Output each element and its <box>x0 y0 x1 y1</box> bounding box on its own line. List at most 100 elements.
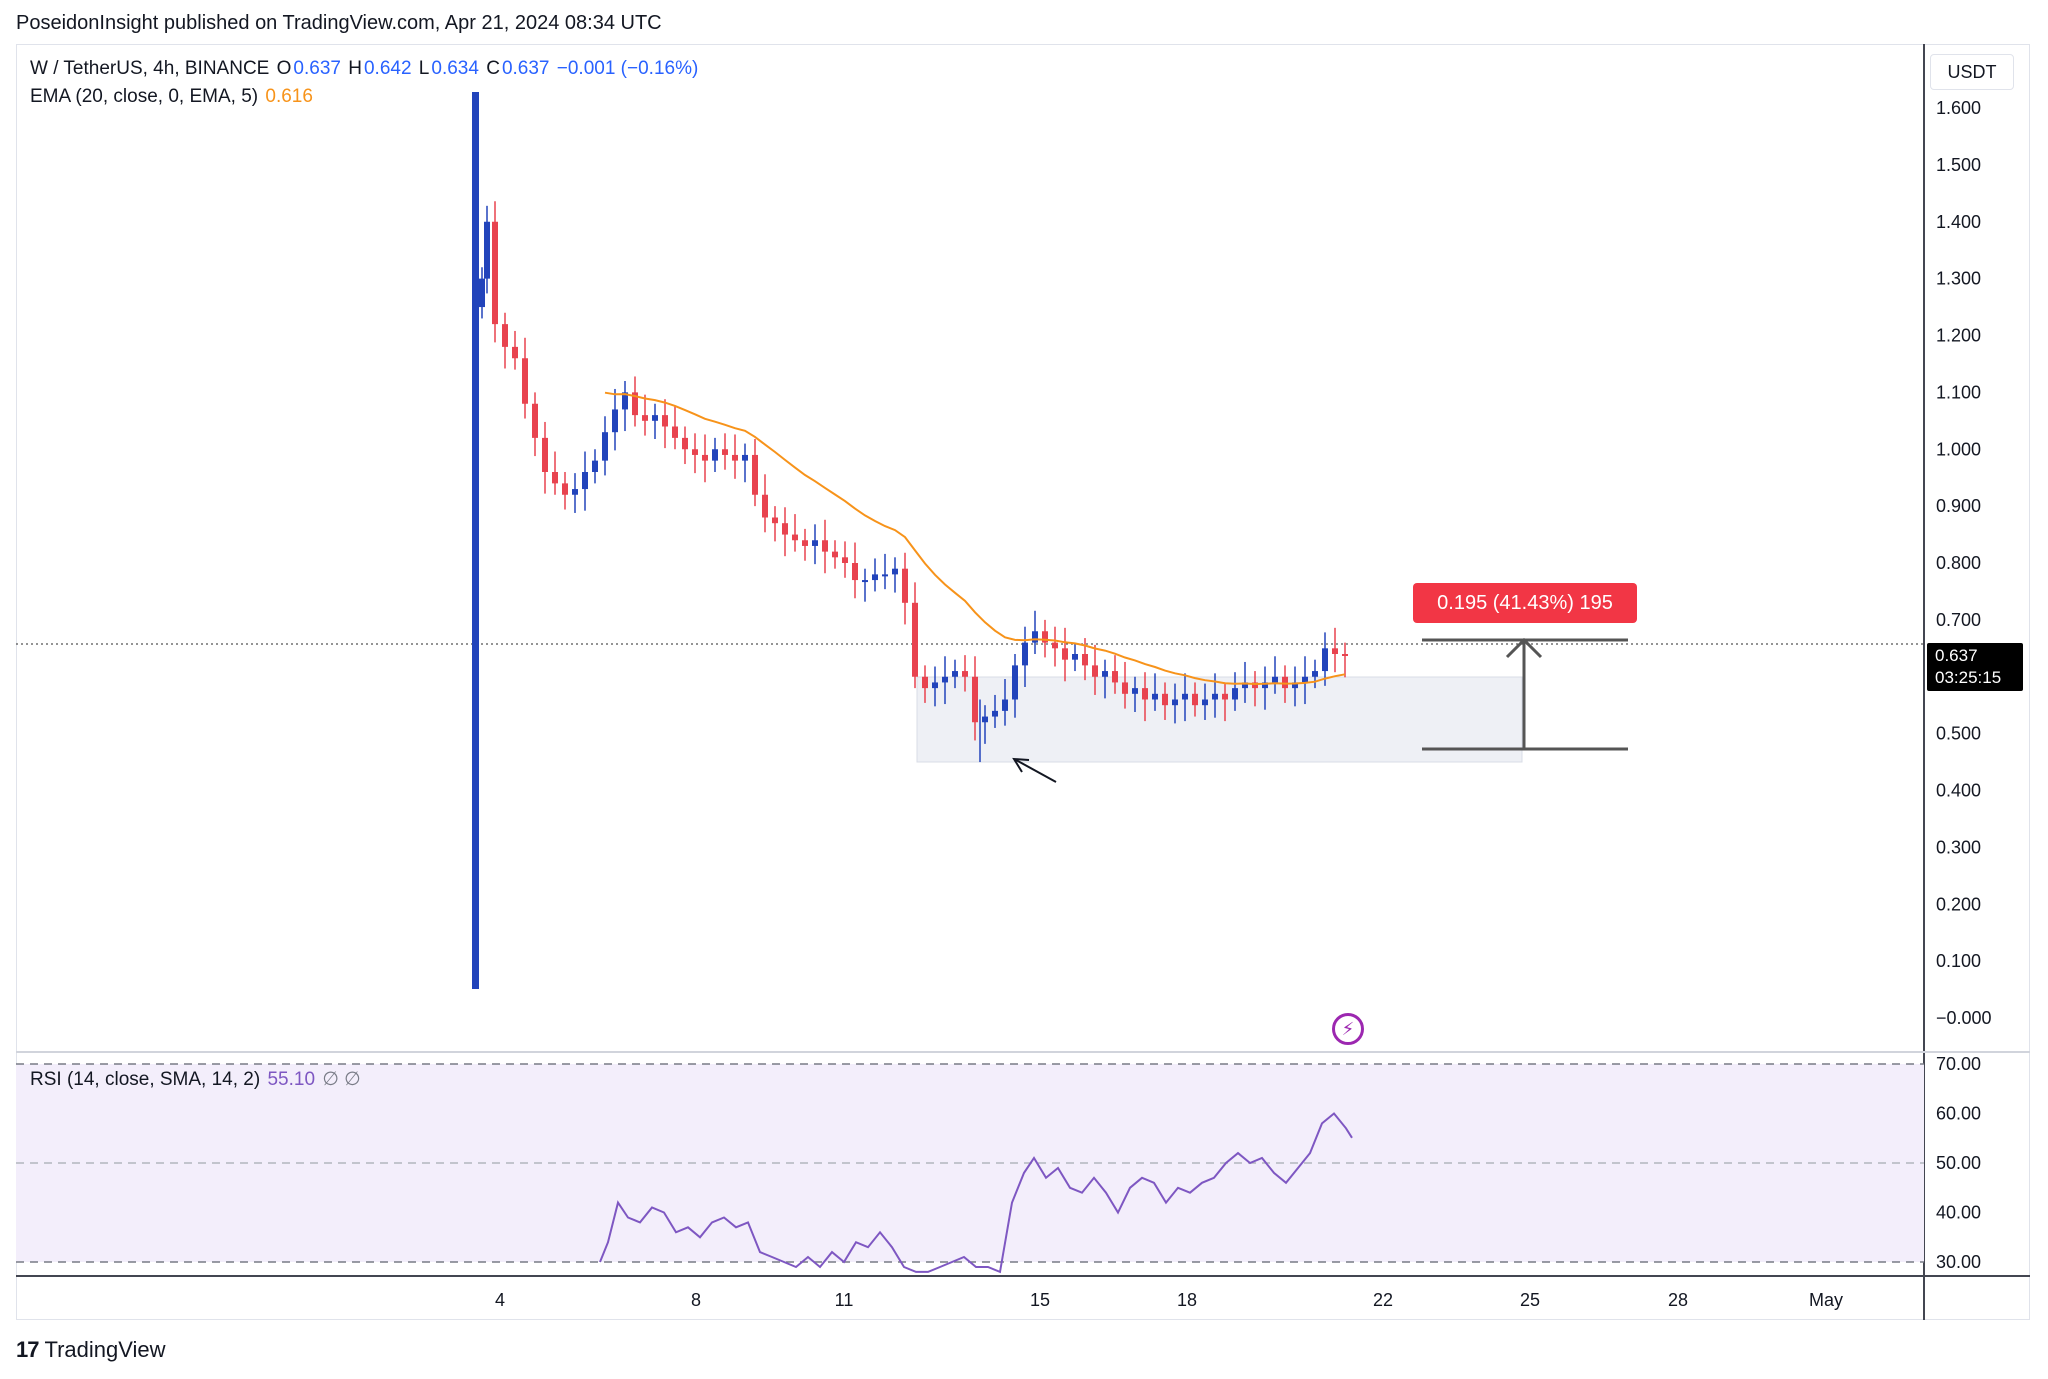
high-value: 0.642 <box>363 58 412 79</box>
candle-body <box>1032 631 1038 643</box>
price-tick-label: 1.400 <box>1936 212 1981 232</box>
rsi-extra: ∅ ∅ <box>322 1069 361 1090</box>
time-tick-label: 22 <box>1373 1290 1393 1310</box>
candle-body <box>892 568 898 575</box>
candle-body <box>1322 648 1328 672</box>
price-tick-label: −0.000 <box>1936 1008 1992 1028</box>
candle-body <box>479 278 485 308</box>
price-tick-label: 0.200 <box>1936 894 1981 914</box>
publisher-line: PoseidonInsight published on TradingView… <box>16 12 662 34</box>
candle-body <box>1082 654 1088 666</box>
candle-body <box>1242 682 1248 689</box>
high-label: H <box>348 58 362 79</box>
candle-body <box>942 676 948 683</box>
candle-body <box>592 460 598 472</box>
measure-label[interactable]: 0.195 (41.43%) 195 <box>1413 583 1637 623</box>
rsi-tick-label: 30.00 <box>1936 1252 1981 1272</box>
candle-body <box>842 557 848 563</box>
price-axis: 1.600 1.500 1.400 1.300 1.200 1.100 1.000 0.900… <box>1936 98 1992 1028</box>
candle-body <box>902 568 908 603</box>
ema-label: EMA (20, close, 0, EMA, 5) <box>30 86 259 107</box>
candle-body <box>1042 631 1048 643</box>
price-tick-label: 0.700 <box>1936 610 1981 630</box>
price-tick-label: 0.800 <box>1936 553 1981 573</box>
low-label: L <box>418 58 430 79</box>
price-tick-label: 1.200 <box>1936 326 1981 346</box>
symbol-title[interactable]: W / TetherUS, 4h, BINANCE <box>30 58 270 79</box>
candle-body <box>1182 693 1188 700</box>
low-value: 0.634 <box>431 58 479 79</box>
candle-body <box>882 574 888 577</box>
candle-body <box>1212 693 1218 700</box>
candle-body <box>922 676 928 689</box>
ema-line <box>604 391 1346 686</box>
candle-body <box>1142 688 1148 700</box>
candle-body <box>1222 693 1228 700</box>
candle-body <box>652 415 658 421</box>
open-label: O <box>276 58 292 79</box>
open-value: 0.637 <box>293 58 341 79</box>
candle-body <box>632 392 638 416</box>
lightning-bolt-icon[interactable]: ⚡ <box>1332 1013 1364 1045</box>
price-tick-label: 0.900 <box>1936 496 1981 516</box>
candle-body <box>642 415 648 421</box>
candle-body <box>1152 693 1158 700</box>
candle-body <box>662 415 668 427</box>
candle-body <box>502 324 508 347</box>
candle-body <box>852 563 858 581</box>
arrow-annotation[interactable] <box>1012 757 1057 783</box>
candle-body <box>1072 654 1078 660</box>
rsi-axis: 70.00 60.00 50.00 40.00 30.00 <box>1936 1054 1981 1272</box>
chart-frame <box>16 44 2030 1320</box>
time-tick-label: 15 <box>1030 1290 1050 1310</box>
candle-body <box>622 392 628 410</box>
candle-body <box>772 517 778 524</box>
candle-body <box>612 409 618 433</box>
candle-body <box>572 489 578 495</box>
candle-body <box>1102 671 1108 677</box>
last-price-tag: 0.637 03:25:15 <box>1927 643 2023 691</box>
candle-body <box>1112 671 1118 683</box>
candle-body <box>1332 648 1338 654</box>
candle-body <box>1342 654 1348 656</box>
change-value: −0.001 (−0.16%) <box>556 58 699 79</box>
candle-body <box>1312 671 1318 677</box>
price-tick-label: 0.400 <box>1936 781 1981 801</box>
candle-body <box>762 494 768 518</box>
candle-body <box>682 437 688 450</box>
candle-body <box>1012 665 1018 700</box>
candle-body <box>1192 693 1198 706</box>
candle-body <box>492 221 498 325</box>
candle-body <box>512 346 518 359</box>
time-tick-label: 28 <box>1668 1290 1688 1310</box>
time-tick-label: 11 <box>835 1290 854 1310</box>
time-tick-label: 4 <box>495 1290 505 1310</box>
candle-body <box>484 221 490 279</box>
candle-body <box>672 426 678 438</box>
ema-legend[interactable]: EMA (20, close, 0, EMA, 5) 0.616 <box>30 86 315 108</box>
bar-countdown: 03:25:15 <box>1935 668 2002 687</box>
candle-body <box>582 472 588 490</box>
candle-body <box>1262 682 1268 689</box>
measure-tool[interactable] <box>1422 637 1628 751</box>
time-axis: 4 8 11 15 18 22 25 28 May <box>495 1290 1843 1310</box>
rsi-line <box>599 1112 1353 1274</box>
currency-button[interactable]: USDT <box>1930 54 2014 90</box>
candle-body <box>872 574 878 581</box>
candle-body <box>692 449 698 455</box>
candle-body <box>1062 648 1068 660</box>
tradingview-logo[interactable]: 17 TradingView <box>16 1337 166 1363</box>
candle-body <box>532 403 538 438</box>
rsi-legend[interactable]: RSI (14, close, SMA, 14, 2) 55.10 ∅ ∅ <box>30 1068 363 1091</box>
candle-body <box>962 671 968 677</box>
candle-body <box>802 540 808 546</box>
candle-body <box>782 523 788 535</box>
candle-body <box>742 454 748 461</box>
price-tick-label: 0.500 <box>1936 724 1981 744</box>
price-tick-label: 1.300 <box>1936 269 1981 289</box>
candle-body <box>1302 676 1308 683</box>
candle-body <box>832 551 838 558</box>
time-tick-label: 8 <box>691 1290 701 1310</box>
candle-body <box>1022 642 1028 666</box>
